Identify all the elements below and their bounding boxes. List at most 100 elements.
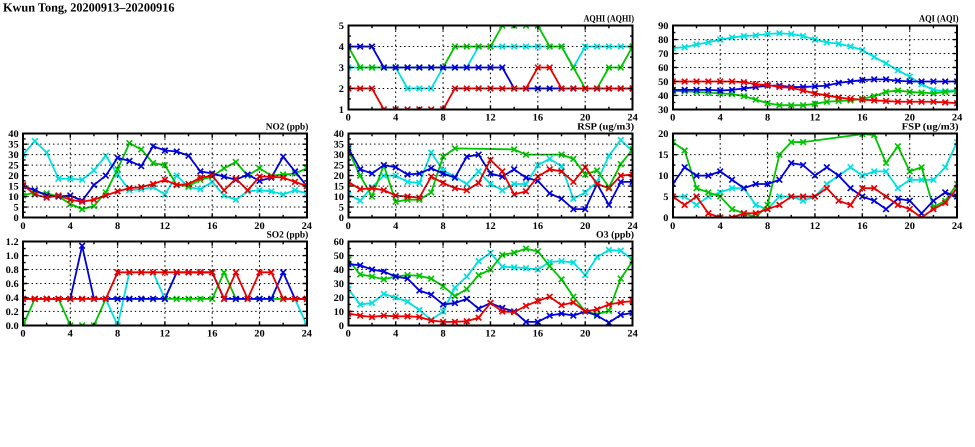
svg-text:5: 5	[339, 21, 344, 32]
svg-text:FSP (ug/m3): FSP (ug/m3)	[902, 122, 959, 133]
svg-text:40: 40	[8, 129, 18, 140]
svg-text:AQI (AQI): AQI (AQI)	[919, 13, 959, 24]
svg-text:1.0: 1.0	[6, 251, 19, 262]
svg-text:30: 30	[658, 105, 668, 116]
svg-text:24: 24	[627, 329, 637, 340]
svg-text:10: 10	[8, 192, 18, 203]
svg-text:60: 60	[658, 63, 668, 74]
svg-text:SO2 (ppb): SO2 (ppb)	[267, 229, 309, 240]
svg-text:35: 35	[8, 140, 18, 151]
svg-text:3: 3	[339, 63, 344, 74]
svg-text:8: 8	[440, 113, 445, 124]
svg-text:10: 10	[658, 171, 668, 182]
svg-text:40: 40	[334, 129, 344, 140]
svg-text:16: 16	[533, 221, 543, 232]
svg-text:0: 0	[346, 113, 351, 124]
svg-text:30: 30	[8, 150, 18, 161]
svg-text:5: 5	[339, 202, 344, 213]
svg-text:0.6: 0.6	[6, 279, 19, 290]
svg-text:0.8: 0.8	[6, 265, 19, 276]
svg-text:4: 4	[393, 221, 398, 232]
svg-text:5: 5	[14, 202, 19, 213]
svg-text:O3 (ppb): O3 (ppb)	[596, 229, 634, 240]
svg-text:16: 16	[533, 329, 543, 340]
svg-text:20: 20	[580, 113, 590, 124]
svg-text:24: 24	[952, 113, 962, 124]
svg-text:8: 8	[765, 221, 770, 232]
svg-text:16: 16	[857, 221, 867, 232]
svg-text:12: 12	[485, 221, 495, 232]
svg-text:24: 24	[952, 221, 962, 232]
svg-text:16: 16	[207, 221, 217, 232]
svg-text:20: 20	[8, 171, 18, 182]
svg-text:0: 0	[14, 213, 19, 224]
svg-text:40: 40	[334, 265, 344, 276]
svg-text:12: 12	[485, 113, 495, 124]
svg-text:16: 16	[533, 113, 543, 124]
svg-text:12: 12	[810, 113, 820, 124]
svg-text:0: 0	[20, 329, 25, 340]
svg-text:50: 50	[334, 251, 344, 262]
svg-text:70: 70	[658, 49, 668, 60]
svg-text:25: 25	[8, 161, 18, 172]
svg-text:15: 15	[658, 150, 668, 161]
svg-text:RSP (ug/m3): RSP (ug/m3)	[577, 122, 634, 133]
svg-text:0: 0	[346, 329, 351, 340]
svg-text:5: 5	[663, 192, 668, 203]
svg-text:60: 60	[334, 237, 344, 248]
svg-text:50: 50	[658, 77, 668, 88]
svg-text:16: 16	[857, 113, 867, 124]
svg-text:80: 80	[658, 35, 668, 46]
svg-text:15: 15	[334, 181, 344, 192]
svg-text:12: 12	[810, 221, 820, 232]
svg-text:0.0: 0.0	[6, 321, 19, 332]
svg-text:4: 4	[68, 221, 73, 232]
svg-text:2: 2	[339, 84, 344, 95]
svg-text:24: 24	[627, 221, 637, 232]
svg-text:NO2 (ppb): NO2 (ppb)	[266, 122, 309, 133]
svg-text:8: 8	[115, 329, 120, 340]
svg-text:12: 12	[160, 221, 170, 232]
svg-text:25: 25	[334, 161, 344, 172]
svg-text:8: 8	[440, 221, 445, 232]
svg-text:24: 24	[302, 221, 312, 232]
svg-text:Kwun Tong, 20200913–20200916: Kwun Tong, 20200913–20200916	[3, 1, 175, 15]
svg-text:12: 12	[160, 329, 170, 340]
svg-text:0: 0	[663, 213, 668, 224]
svg-text:35: 35	[334, 140, 344, 151]
svg-text:4: 4	[718, 221, 723, 232]
svg-text:10: 10	[334, 192, 344, 203]
svg-text:20: 20	[334, 293, 344, 304]
svg-text:20: 20	[905, 221, 915, 232]
svg-text:20: 20	[254, 221, 264, 232]
svg-text:0: 0	[339, 213, 344, 224]
svg-text:90: 90	[658, 21, 668, 32]
svg-text:15: 15	[8, 181, 18, 192]
svg-text:0: 0	[670, 221, 675, 232]
svg-text:12: 12	[485, 329, 495, 340]
svg-text:30: 30	[334, 279, 344, 290]
svg-text:20: 20	[580, 221, 590, 232]
svg-text:4: 4	[339, 42, 344, 53]
svg-text:0.2: 0.2	[6, 307, 19, 318]
svg-text:24: 24	[627, 113, 637, 124]
svg-text:1: 1	[339, 105, 344, 116]
svg-text:4: 4	[393, 113, 398, 124]
svg-text:20: 20	[658, 129, 668, 140]
svg-text:24: 24	[302, 329, 312, 340]
svg-text:0.4: 0.4	[6, 293, 19, 304]
svg-text:8: 8	[115, 221, 120, 232]
svg-text:20: 20	[905, 113, 915, 124]
svg-text:30: 30	[334, 150, 344, 161]
svg-text:20: 20	[254, 329, 264, 340]
svg-text:4: 4	[718, 113, 723, 124]
svg-text:8: 8	[765, 113, 770, 124]
svg-text:20: 20	[580, 329, 590, 340]
svg-text:8: 8	[440, 329, 445, 340]
svg-text:40: 40	[658, 91, 668, 102]
svg-text:0: 0	[339, 321, 344, 332]
svg-text:0: 0	[670, 113, 675, 124]
svg-text:0: 0	[346, 221, 351, 232]
svg-text:AQHI (AQHI): AQHI (AQHI)	[584, 13, 635, 24]
svg-text:0: 0	[20, 221, 25, 232]
